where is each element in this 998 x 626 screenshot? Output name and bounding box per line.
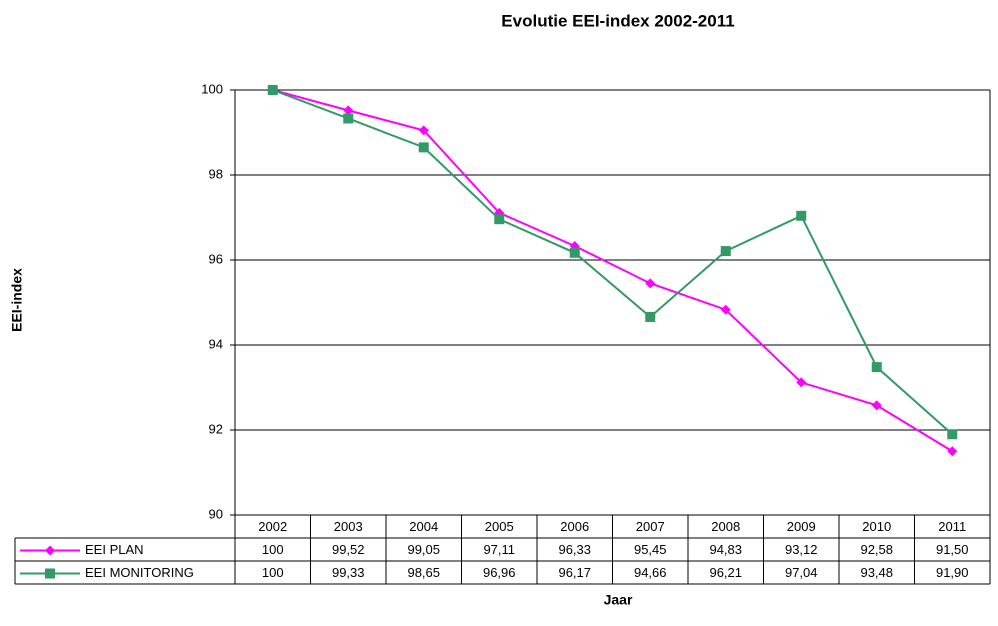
- data-point: [645, 311, 656, 322]
- data-point: [720, 246, 731, 257]
- y-tick-label: 92: [209, 421, 223, 436]
- data-point: [418, 125, 429, 136]
- series-line: [272, 89, 953, 453]
- legend-marker: [45, 545, 55, 556]
- table-value: 92,58: [860, 542, 893, 557]
- legend-label: EEI PLAN: [85, 542, 144, 557]
- y-tick-label: 100: [201, 81, 223, 96]
- table-value: 97,04: [785, 565, 818, 580]
- data-point: [871, 400, 882, 411]
- table-value: 96,21: [709, 565, 742, 580]
- table-value: 93,12: [785, 542, 818, 557]
- x-tick-label: 2003: [334, 519, 363, 534]
- x-tick-label: 2002: [258, 519, 287, 534]
- data-point: [871, 362, 882, 373]
- x-tick-label: 2010: [862, 519, 891, 534]
- data-point: [569, 247, 580, 258]
- x-tick-label: 2006: [560, 519, 589, 534]
- table-value: 91,50: [936, 542, 969, 557]
- data-point: [343, 113, 354, 124]
- data-point: [796, 210, 807, 221]
- data-point: [796, 377, 807, 388]
- table-value: 100: [262, 565, 284, 580]
- x-tick-label: 2007: [636, 519, 665, 534]
- series-line: [272, 89, 953, 435]
- table-value: 94,83: [709, 542, 742, 557]
- x-axis-title: Jaar: [604, 592, 633, 608]
- table-value: 99,52: [332, 542, 365, 557]
- data-point: [720, 304, 731, 315]
- table-value: 99,05: [407, 542, 440, 557]
- table-value: 96,33: [558, 542, 591, 557]
- data-point: [267, 85, 278, 95]
- y-tick-label: 90: [209, 506, 223, 521]
- data-point: [645, 278, 656, 289]
- table-value: 99,33: [332, 565, 365, 580]
- data-point: [494, 214, 505, 225]
- x-tick-label: 2009: [787, 519, 816, 534]
- table-value: 97,11: [483, 542, 515, 557]
- chart-title: Evolutie EEI-index 2002-2011: [501, 11, 734, 30]
- table-value: 91,90: [936, 565, 969, 580]
- y-tick-label: 94: [209, 336, 223, 351]
- data-point: [947, 429, 958, 440]
- table-value: 96,96: [483, 565, 516, 580]
- table-value: 95,45: [634, 542, 667, 557]
- x-tick-label: 2008: [711, 519, 740, 534]
- y-tick-label: 98: [209, 166, 223, 181]
- x-tick-label: 2004: [409, 519, 438, 534]
- table-value: 96,17: [558, 565, 591, 580]
- data-point: [418, 142, 429, 153]
- data-point: [947, 446, 958, 457]
- legend-label: EEI MONITORING: [85, 565, 194, 580]
- x-tick-label: 2005: [485, 519, 514, 534]
- table-value: 98,65: [407, 565, 440, 580]
- y-axis-title: EEI-index: [9, 268, 25, 332]
- y-tick-label: 96: [209, 251, 223, 266]
- legend-marker: [45, 568, 55, 579]
- table-value: 100: [262, 542, 284, 557]
- table-value: 93,48: [860, 565, 893, 580]
- table-value: 94,66: [634, 565, 667, 580]
- x-tick-label: 2011: [938, 519, 966, 534]
- data-point: [343, 105, 354, 116]
